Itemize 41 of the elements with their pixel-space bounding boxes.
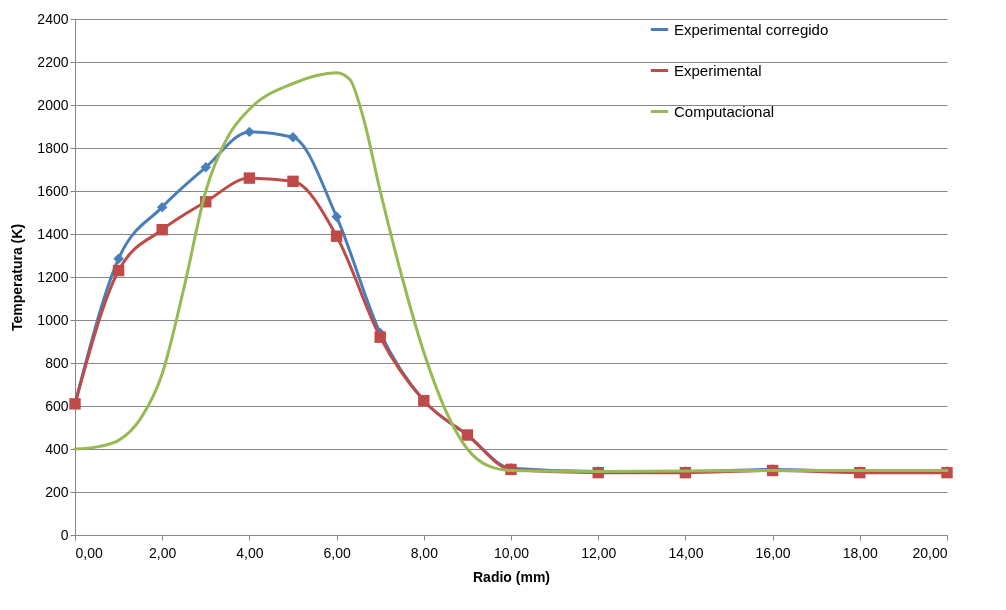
legend-label: Experimental corregido: [674, 20, 829, 38]
point: [374, 331, 386, 343]
x-tick-label: 0,00: [75, 544, 103, 561]
y-tick-label: 1600: [37, 182, 69, 199]
point: [287, 175, 299, 188]
point: [156, 224, 168, 236]
y-tick-label: 2000: [37, 96, 69, 113]
y-tick-label: 1800: [37, 139, 69, 156]
x-tick-label: 6,00: [323, 544, 351, 561]
point: [200, 162, 212, 173]
x-tick-label: 14,00: [668, 544, 704, 561]
y-tick-label: 1000: [37, 311, 69, 328]
y-tick-label: 200: [45, 483, 69, 500]
point: [243, 172, 256, 184]
x-tick-label: 12,00: [581, 544, 617, 561]
point: [244, 126, 255, 138]
legend-label: Experimental: [674, 61, 762, 79]
y-tick-label: 2400: [37, 10, 69, 27]
point: [112, 264, 125, 277]
x-tick-label: 4,00: [236, 544, 264, 561]
x-tick-label: 20,00: [912, 544, 948, 561]
y-axis-title: Temperatura (K): [9, 223, 26, 332]
x-tick-label: 10,00: [493, 544, 530, 561]
x-axis-title: Radio (mm): [473, 568, 550, 585]
y-tick-label: 1200: [37, 268, 69, 285]
y-tick-label: 600: [45, 397, 69, 414]
point: [287, 132, 299, 143]
x-tick-label: 16,00: [755, 544, 791, 561]
point: [113, 253, 124, 264]
y-tick-label: 400: [45, 440, 69, 457]
point: [331, 211, 342, 223]
y-tick-label: 1400: [37, 225, 69, 242]
x-tick-label: 2,00: [149, 544, 177, 561]
y-tick-label: 2200: [37, 53, 69, 70]
point: [330, 230, 343, 242]
x-tick-label: 18,00: [842, 544, 879, 561]
point: [156, 201, 168, 213]
x-tick-label: 8,00: [410, 544, 439, 561]
y-tick-label: 0: [60, 526, 69, 543]
y-tick-label: 800: [45, 354, 69, 371]
legend-label: Computacional: [674, 102, 775, 120]
